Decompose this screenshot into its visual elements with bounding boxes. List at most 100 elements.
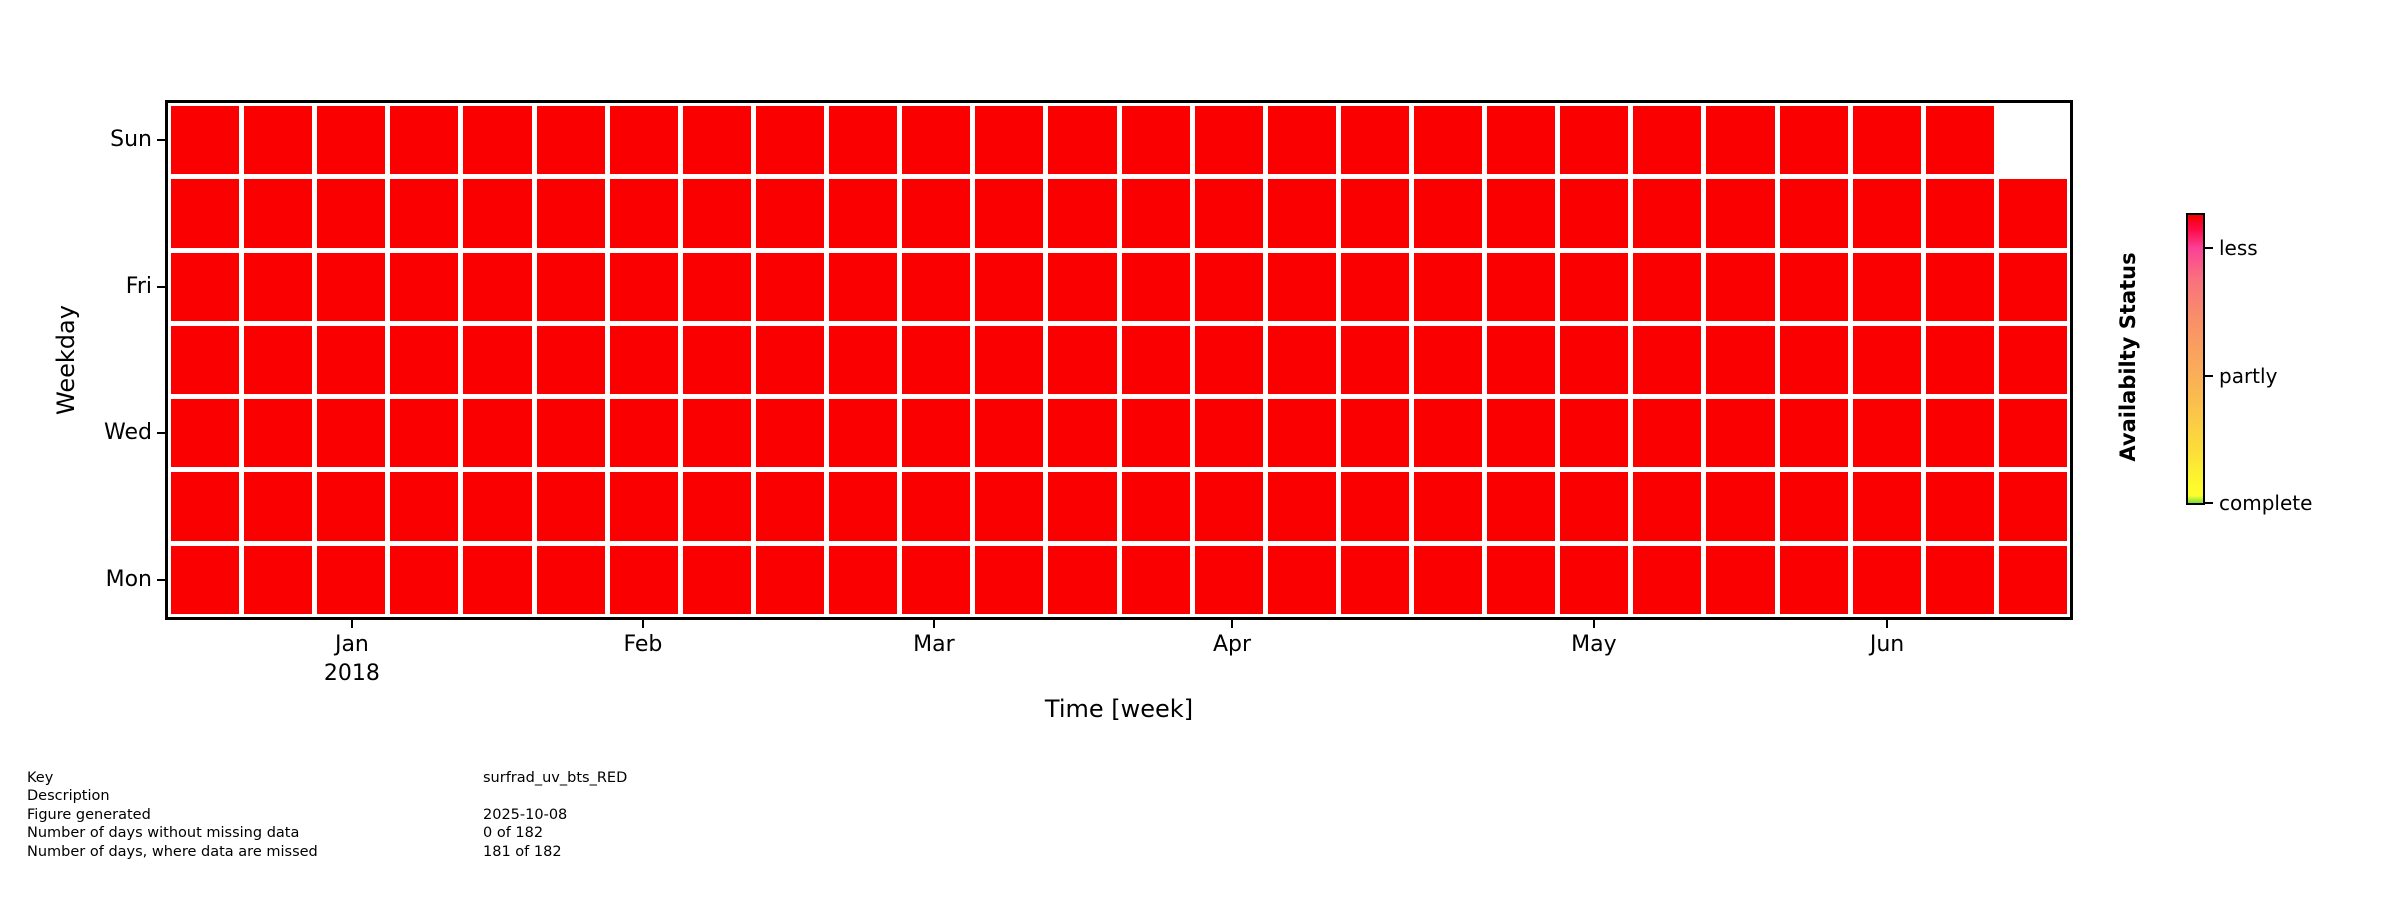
- heatmap-cell-missed: [1194, 252, 1263, 321]
- metadata-row: Figure generated 2025-10-08: [27, 806, 627, 824]
- heatmap-cell-missed: [1706, 106, 1775, 175]
- heatmap-cell-missed: [1925, 472, 1994, 541]
- x-tick-mark: [1886, 620, 1889, 628]
- heatmap-cell-missed: [1413, 472, 1483, 541]
- heatmap-cell-missed: [317, 106, 386, 175]
- heatmap-cell-missed: [1267, 252, 1336, 321]
- colorbar-tick-mark: [2205, 247, 2213, 250]
- heatmap-cell-missed: [1340, 545, 1409, 614]
- heatmap-cell-missed: [390, 325, 459, 395]
- heatmap-cell-missed: [609, 472, 678, 541]
- y-tick-label-fri: Fri: [125, 273, 152, 299]
- heatmap-cell-missed: [1121, 106, 1190, 175]
- x-tick-label-may: May: [1571, 632, 1617, 657]
- heatmap-cell-missed: [1925, 545, 1994, 614]
- heatmap-cell-missed: [1267, 325, 1336, 395]
- heatmap-cell-missed: [682, 545, 751, 614]
- heatmap-cell-missed: [1413, 179, 1483, 248]
- colorbar-tick-label-complete: complete: [2219, 491, 2313, 515]
- heatmap-cell-missed: [1121, 325, 1190, 395]
- heatmap-cell-missed: [1560, 179, 1629, 248]
- heatmap-cell-missed: [244, 399, 313, 468]
- heatmap-cell-missed: [975, 252, 1044, 321]
- heatmap-cell-missed: [1706, 545, 1775, 614]
- heatmap-cell-missed: [1925, 399, 1994, 468]
- metadata-value: 181 of 182: [483, 843, 562, 860]
- heatmap-cell-missed: [317, 325, 386, 395]
- heatmap-cell-missed: [1779, 545, 1848, 614]
- heatmap-cell-missed: [902, 399, 971, 468]
- heatmap-cell-missed: [829, 325, 898, 395]
- heatmap-cell-missed: [1779, 179, 1848, 248]
- heatmap-cell-missed: [902, 325, 971, 395]
- heatmap-cell-missed: [755, 399, 825, 468]
- metadata-value: surfrad_uv_bts_RED: [483, 770, 628, 786]
- y-tick-mark: [157, 285, 165, 288]
- heatmap-cell-missed: [1925, 325, 1994, 395]
- y-tick-label-mon: Mon: [105, 567, 152, 593]
- x-tick-label-feb: Feb: [623, 632, 663, 657]
- heatmap-cell-missed: [317, 545, 386, 614]
- heatmap-plot: [165, 100, 2073, 620]
- metadata-row: Number of days without missing data 0 of …: [27, 824, 627, 842]
- heatmap-cell-missed: [463, 325, 532, 395]
- heatmap-cell-missed: [317, 399, 386, 468]
- heatmap-cell-missed: [682, 472, 751, 541]
- heatmap-cell-missed: [902, 252, 971, 321]
- heatmap-cell-missed: [1048, 325, 1117, 395]
- heatmap-cell-missed: [1998, 472, 2067, 541]
- heatmap-cell-missed: [829, 472, 898, 541]
- heatmap-cell-missed: [1779, 106, 1848, 175]
- heatmap-cell-missed: [463, 179, 532, 248]
- heatmap-cell-missed: [902, 179, 971, 248]
- heatmap-cell-missed: [1633, 472, 1702, 541]
- colorbar-tick-label-partly: partly: [2219, 363, 2278, 388]
- heatmap-cell-missed: [1487, 472, 1556, 541]
- x-tick-label-jan: Jan: [334, 632, 369, 657]
- heatmap-cell-missed: [1048, 545, 1117, 614]
- heatmap-cell-missed: [1194, 472, 1263, 541]
- heatmap-cell-missed: [682, 106, 751, 175]
- heatmap-cell-missed: [463, 472, 532, 541]
- heatmap-cell-missed: [1267, 179, 1336, 248]
- heatmap-cell-missed: [1413, 252, 1483, 321]
- heatmap-cell-missed: [536, 325, 605, 395]
- heatmap-cell-missed: [1267, 399, 1336, 468]
- heatmap-cell-missed: [1779, 325, 1848, 395]
- heatmap-cell-missed: [390, 472, 459, 541]
- heatmap-cell-missed: [1121, 472, 1190, 541]
- heatmap-cell-missed: [975, 399, 1044, 468]
- heatmap-cell-missed: [609, 179, 678, 248]
- heatmap-cell-missed: [1048, 472, 1117, 541]
- heatmap-cell-missed: [1487, 325, 1556, 395]
- x-tick-label-mar: Mar: [913, 632, 955, 657]
- y-tick-label-wed: Wed: [104, 420, 152, 446]
- heatmap-cell-missed: [317, 252, 386, 321]
- heatmap-cell-missed: [244, 252, 313, 321]
- heatmap-cell-missed: [755, 545, 825, 614]
- heatmap-cell-missed: [1560, 252, 1629, 321]
- colorbar-gradient: [2188, 215, 2203, 503]
- heatmap-cell-missed: [1560, 106, 1629, 175]
- heatmap-cell-missed: [682, 325, 751, 395]
- heatmap-cell-missed: [755, 472, 825, 541]
- heatmap-cell-missed: [829, 252, 898, 321]
- metadata-label: Description: [27, 788, 110, 805]
- metadata-row: Description: [27, 787, 627, 805]
- heatmap-cell-missed: [390, 399, 459, 468]
- heatmap-cell-missed: [1194, 399, 1263, 468]
- heatmap-cell-missed: [1487, 252, 1556, 321]
- heatmap-cell-missed: [1413, 325, 1483, 395]
- heatmap-cell-missed: [1048, 399, 1117, 468]
- heatmap-cell-missed: [1706, 179, 1775, 248]
- heatmap-cell-missed: [1852, 545, 1921, 614]
- heatmap-cell-missed: [244, 179, 313, 248]
- heatmap-cell-missed: [682, 399, 751, 468]
- heatmap-cell-missed: [1267, 545, 1336, 614]
- heatmap-cell-missed: [1998, 399, 2067, 468]
- heatmap-cell-missed: [829, 179, 898, 248]
- heatmap-cell-missed: [1998, 179, 2067, 248]
- heatmap-cell-missed: [1852, 106, 1921, 175]
- heatmap-cell-missed: [171, 325, 240, 395]
- heatmap-cell-missed: [1487, 545, 1556, 614]
